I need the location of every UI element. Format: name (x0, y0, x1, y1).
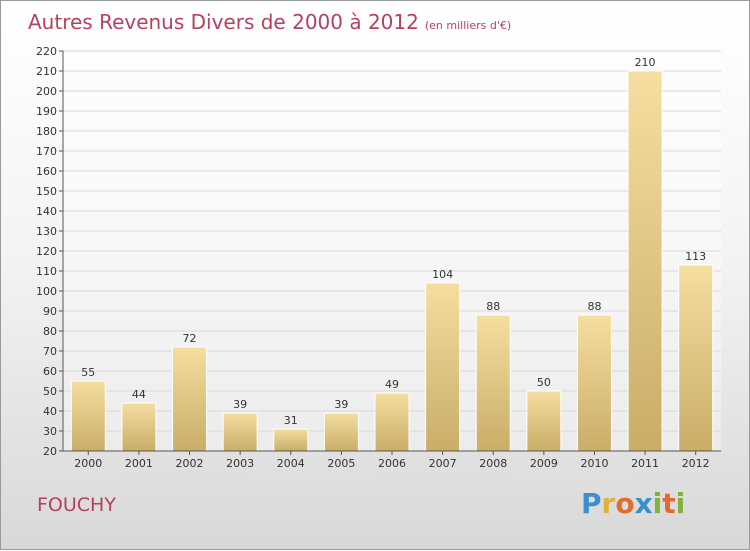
value-label-2011: 210 (635, 56, 656, 69)
logo-letter: i (675, 487, 686, 520)
unit-label: (en milliers d'€) (424, 19, 512, 32)
y-tick-label: 100 (36, 285, 57, 298)
x-tick-label-2012: 2012 (682, 457, 710, 470)
bar-2007 (425, 282, 461, 452)
x-tick-label-2007: 2007 (429, 457, 457, 470)
bar-2005 (323, 412, 359, 452)
x-tick-label-2011: 2011 (631, 457, 659, 470)
y-tick-label: 220 (36, 45, 57, 58)
y-tick-label: 80 (43, 325, 57, 338)
x-tick-label-2008: 2008 (479, 457, 507, 470)
y-tick-label: 200 (36, 85, 57, 98)
chart-title: Autres Revenus Divers de 2000 à 2012 (en … (28, 10, 511, 34)
value-label-2002: 72 (183, 332, 197, 345)
y-tick-label: 20 (43, 445, 57, 458)
y-tick-label: 180 (36, 125, 57, 138)
logo-letter: r (601, 487, 616, 520)
value-label-2004: 31 (284, 414, 298, 427)
x-tick-label-2010: 2010 (580, 457, 608, 470)
y-tick-label: 60 (43, 365, 57, 378)
y-tick-label: 120 (36, 245, 57, 258)
y-tick-label: 150 (36, 185, 57, 198)
value-label-2003: 39 (233, 398, 247, 411)
y-tick-label: 210 (36, 65, 57, 78)
value-label-2012: 113 (685, 250, 706, 263)
proxiti-logo: Proxiti (581, 487, 685, 520)
title-text: Autres Revenus Divers de 2000 à 2012 (28, 10, 419, 34)
x-tick-label-2006: 2006 (378, 457, 406, 470)
value-label-2008: 88 (486, 300, 500, 313)
bar-2006 (374, 392, 410, 452)
bar-2003 (222, 412, 258, 452)
bar-2001 (121, 402, 157, 452)
y-tick-label: 110 (36, 265, 57, 278)
bar-2004 (273, 428, 309, 452)
bar-2000 (70, 380, 106, 452)
logo-letter: o (615, 487, 635, 520)
bar-2002 (172, 346, 208, 452)
value-label-2005: 39 (334, 398, 348, 411)
bar-2008 (475, 314, 511, 452)
commune-name: FOUCHY (37, 494, 116, 516)
x-tick-label-2000: 2000 (74, 457, 102, 470)
y-tick-label: 90 (43, 305, 57, 318)
y-tick-label: 190 (36, 105, 57, 118)
x-tick-label-2001: 2001 (125, 457, 153, 470)
x-tick-label-2009: 2009 (530, 457, 558, 470)
y-tick-label: 70 (43, 345, 57, 358)
x-tick-label-2003: 2003 (226, 457, 254, 470)
value-label-2009: 50 (537, 376, 551, 389)
x-tick-label-2002: 2002 (176, 457, 204, 470)
y-tick-label: 160 (36, 165, 57, 178)
logo-letter: x (634, 487, 653, 520)
value-label-2007: 104 (432, 268, 453, 281)
y-tick-label: 50 (43, 385, 57, 398)
logo-letter: i (652, 487, 663, 520)
x-tick-label-2004: 2004 (277, 457, 305, 470)
value-label-2010: 88 (587, 300, 601, 313)
logo-letter: P (581, 487, 602, 520)
bar-2010 (576, 314, 612, 452)
y-tick-label: 170 (36, 145, 57, 158)
y-tick-label: 140 (36, 205, 57, 218)
value-label-2001: 44 (132, 388, 146, 401)
x-tick-label-2005: 2005 (327, 457, 355, 470)
bar-2009 (526, 390, 562, 452)
logo-letter: t (662, 487, 676, 520)
y-tick-label: 30 (43, 425, 57, 438)
y-tick-label: 40 (43, 405, 57, 418)
bar-2011 (627, 70, 663, 452)
value-label-2000: 55 (81, 366, 95, 379)
bar-2012 (678, 264, 714, 452)
value-label-2006: 49 (385, 378, 399, 391)
y-tick-label: 130 (36, 225, 57, 238)
